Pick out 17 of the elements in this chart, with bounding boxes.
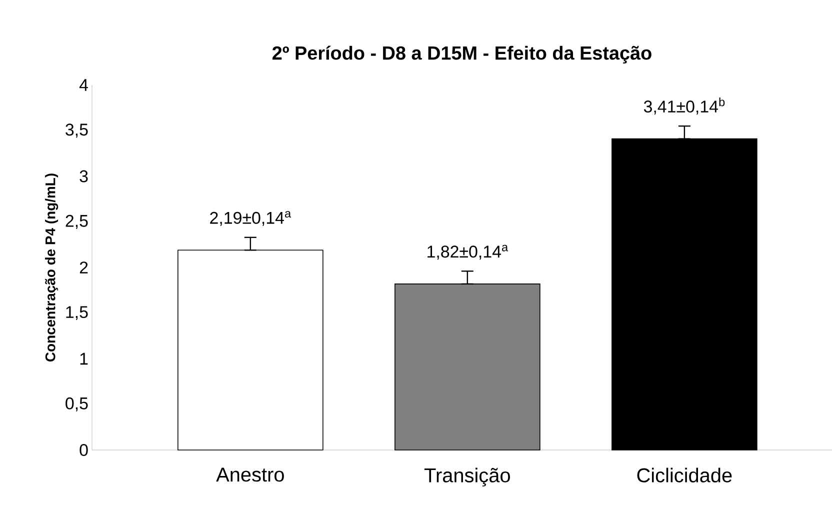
- y-axis-title: Concentração de P4 (ng/mL): [45, 174, 58, 362]
- y-tick-label: 1: [80, 352, 88, 365]
- y-tick-label: 0: [80, 444, 88, 456]
- x-tick-label: Anestro: [216, 468, 284, 482]
- chart-title: 2º Período - D8 a D15M - Efeito da Estação: [272, 46, 652, 64]
- data-label: 1,82±0,14$^{a}$: [428, 244, 508, 260]
- data-label: 3,41±0,14$^{b}$: [644, 98, 725, 115]
- y-tick-label: 4: [79, 79, 88, 91]
- y-tick-label: 3: [80, 170, 88, 182]
- y-tick-label: 2: [80, 262, 88, 274]
- y-tick-label: 0,5: [66, 397, 88, 412]
- x-tick-label: Ciclicidade: [637, 468, 732, 482]
- y-tick-label: 1,5: [66, 306, 88, 320]
- y-tick-label: 2,5: [66, 214, 88, 229]
- x-tick-label: Transição: [424, 468, 510, 486]
- data-label: 2,19±0,14$^{a}$: [210, 211, 292, 226]
- y-tick-label: 3,5: [66, 124, 88, 138]
